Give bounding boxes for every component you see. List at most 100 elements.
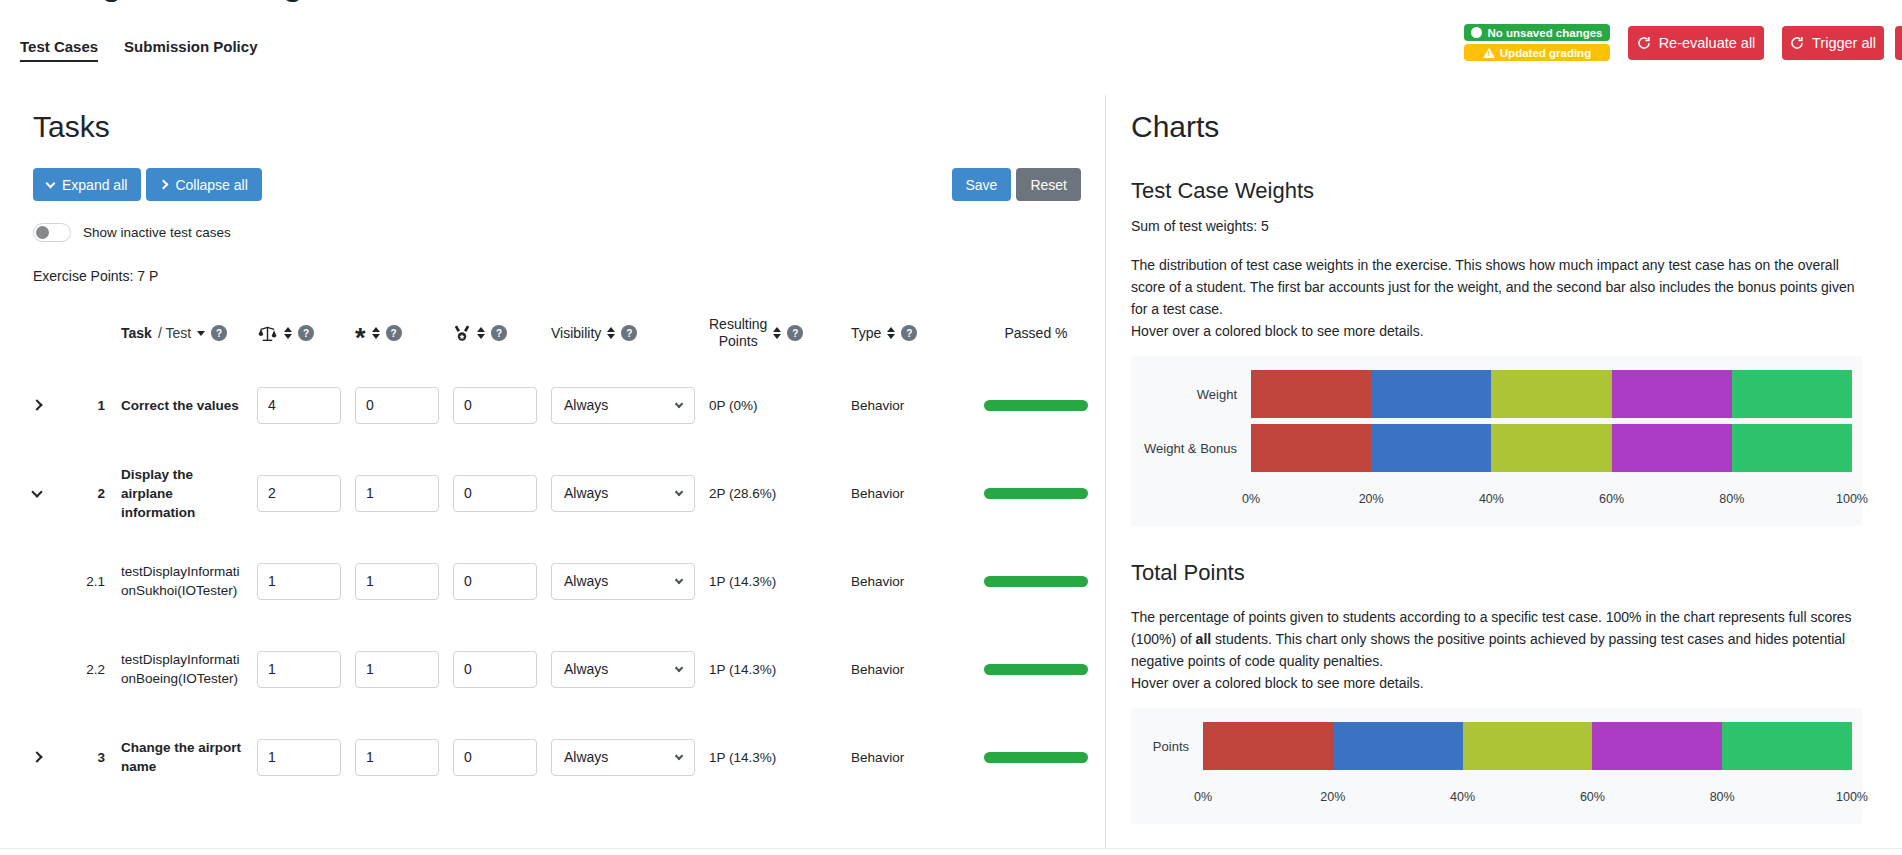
passed-progress — [984, 664, 1088, 675]
chevron-right-icon — [159, 180, 169, 190]
expand-row-icon[interactable] — [31, 399, 42, 410]
weight-input[interactable] — [257, 563, 341, 600]
help-icon[interactable] — [787, 325, 803, 341]
help-icon[interactable] — [211, 325, 227, 341]
scale-icon — [257, 324, 278, 343]
bonus-multiplier-input[interactable] — [355, 387, 439, 424]
bonus-points-input[interactable] — [453, 651, 537, 688]
reevaluate-all-button[interactable]: Re-evaluate all — [1628, 26, 1764, 60]
axis-tick: 0% — [1242, 492, 1260, 506]
visibility-select[interactable]: Always — [551, 651, 695, 688]
axis-tick: 80% — [1719, 492, 1744, 506]
bonus-points-input[interactable] — [453, 387, 537, 424]
col-bonus-points[interactable] — [453, 324, 537, 343]
weight-input[interactable] — [257, 651, 341, 688]
show-inactive-label: Show inactive test cases — [83, 225, 231, 240]
chart-segment[interactable] — [1491, 424, 1611, 472]
chart-segment[interactable] — [1722, 722, 1852, 770]
help-icon[interactable] — [298, 325, 314, 341]
trigger-all-button[interactable]: Trigger all — [1782, 26, 1884, 60]
expand-all-button[interactable]: Expand all — [33, 168, 141, 201]
bonus-multiplier-input[interactable] — [355, 563, 439, 600]
chart-segment[interactable] — [1463, 722, 1593, 770]
passed-progress — [984, 752, 1088, 763]
visibility-select[interactable]: Always — [551, 387, 695, 424]
chart-segment[interactable] — [1732, 370, 1852, 418]
reset-button[interactable]: Reset — [1016, 168, 1081, 201]
sort-icon[interactable] — [284, 327, 292, 339]
expand-row-icon[interactable] — [31, 751, 42, 762]
passed-progress-bar — [984, 576, 1088, 587]
chart-segment[interactable] — [1612, 424, 1732, 472]
table-row: 2.2 testDisplayInformationBoeing(IOTeste… — [33, 640, 1081, 698]
bonus-points-input[interactable] — [453, 563, 537, 600]
chart-segment[interactable] — [1371, 424, 1491, 472]
type-header-label: Type — [851, 325, 881, 341]
axis-tick: 20% — [1320, 790, 1345, 804]
row-number: 2 — [73, 486, 107, 501]
chart-segment[interactable] — [1592, 722, 1722, 770]
chart-segment[interactable] — [1251, 424, 1371, 472]
axis-tick: 100% — [1836, 790, 1868, 804]
col-task-test[interactable]: Task / Test — [121, 325, 243, 341]
page-title: Configure Grading — [20, 0, 303, 3]
tab-submission-policy[interactable]: Submission Policy — [124, 38, 257, 62]
weight-input[interactable] — [257, 739, 341, 776]
chevron-down-icon — [675, 487, 683, 495]
weight-input[interactable] — [257, 387, 341, 424]
col-resulting-points[interactable]: Resulting Points — [709, 316, 837, 350]
passed-progress — [984, 400, 1088, 411]
chart-row-label: Weight & Bonus — [1131, 441, 1251, 456]
chart-segment[interactable] — [1732, 424, 1852, 472]
asterisk-icon: * — [355, 323, 366, 343]
collapse-all-button[interactable]: Collapse all — [146, 168, 261, 201]
help-icon[interactable] — [621, 325, 637, 341]
col-type[interactable]: Type — [851, 325, 947, 341]
chart-segment[interactable] — [1251, 370, 1371, 418]
passed-progress-bar — [984, 664, 1088, 675]
help-icon[interactable] — [491, 325, 507, 341]
sort-icon[interactable] — [773, 327, 781, 339]
chart-segment[interactable] — [1203, 722, 1333, 770]
table-row: 3 Change the airport name Always 1P (14.… — [33, 728, 1081, 786]
help-icon[interactable] — [386, 325, 402, 341]
chart-segment[interactable] — [1491, 370, 1611, 418]
visibility-select[interactable]: Always — [551, 563, 695, 600]
col-bonus-multiplier[interactable]: * — [355, 323, 439, 343]
test-name: testDisplayInformationSukhoi(IOTester) — [121, 562, 243, 600]
sort-icon[interactable] — [372, 327, 380, 339]
help-icon[interactable] — [901, 325, 917, 341]
collapse-row-icon[interactable] — [31, 486, 42, 497]
visibility-select[interactable]: Always — [551, 739, 695, 776]
x-axis: 0% 20% 40% 60% 80% 100% — [1251, 486, 1852, 512]
bonus-points-input[interactable] — [453, 475, 537, 512]
chart-segment[interactable] — [1371, 370, 1491, 418]
visibility-value: Always — [564, 485, 608, 501]
visibility-value: Always — [564, 573, 608, 589]
sort-icon[interactable] — [887, 327, 895, 339]
badge-label: No unsaved changes — [1487, 27, 1602, 39]
show-inactive-toggle[interactable] — [33, 223, 71, 242]
chart-segment[interactable] — [1612, 370, 1732, 418]
stacked-bar — [1251, 370, 1852, 418]
weight-input[interactable] — [257, 475, 341, 512]
tasks-toolbar: Expand all Collapse all Save Reset — [33, 168, 1081, 201]
bonus-multiplier-input[interactable] — [355, 651, 439, 688]
chart-row: Points — [1131, 722, 1852, 770]
chart-segment[interactable] — [1333, 722, 1463, 770]
chart-row-label: Points — [1131, 739, 1203, 754]
button-label: Collapse all — [175, 177, 247, 193]
col-visibility[interactable]: Visibility — [551, 325, 695, 341]
bonus-multiplier-input[interactable] — [355, 475, 439, 512]
tab-test-cases[interactable]: Test Cases — [20, 38, 98, 62]
cut-off-button[interactable] — [1895, 26, 1902, 60]
save-button[interactable]: Save — [952, 168, 1012, 201]
task-name: Display the airplane information — [121, 465, 243, 522]
bonus-multiplier-input[interactable] — [355, 739, 439, 776]
visibility-select[interactable]: Always — [551, 475, 695, 512]
bonus-points-input[interactable] — [453, 739, 537, 776]
col-weight[interactable] — [257, 324, 341, 343]
tab-bar: Test Cases Submission Policy — [20, 38, 257, 62]
sort-icon[interactable] — [477, 327, 485, 339]
sort-icon[interactable] — [607, 327, 615, 339]
